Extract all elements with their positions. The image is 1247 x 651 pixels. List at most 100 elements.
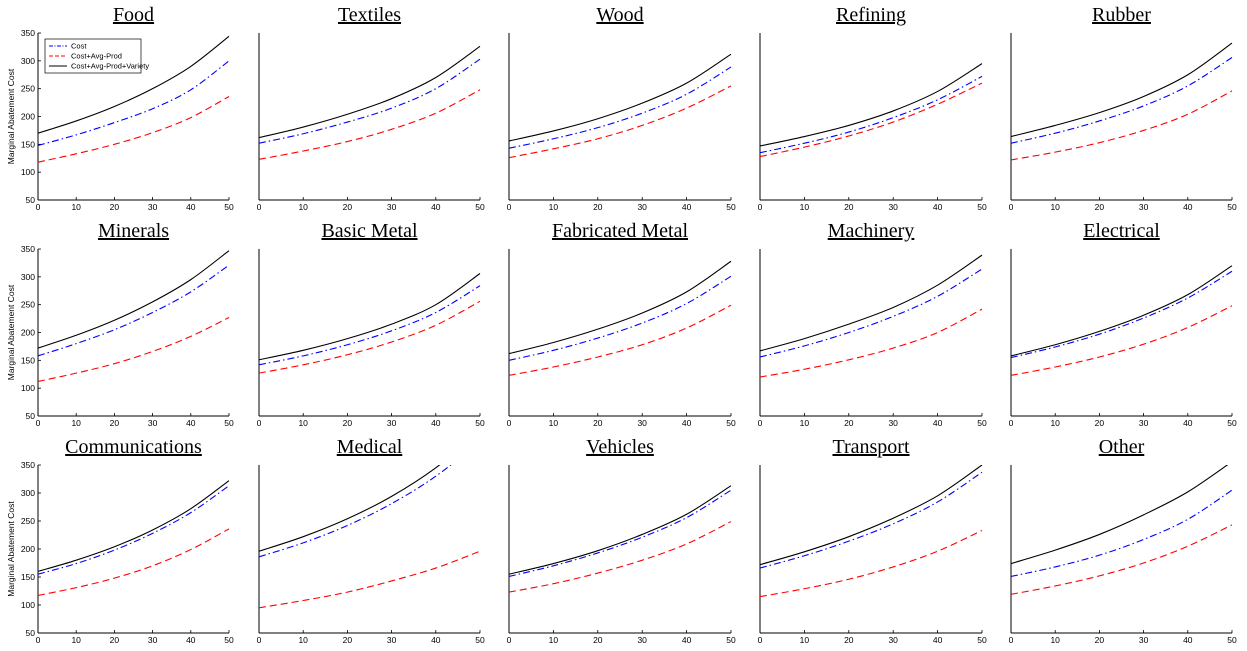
x-tick-label: 50 bbox=[475, 418, 485, 428]
panel-communications: Communications 0 10 20 30 40 50 50 100 150 200 250 3… bbox=[6, 436, 234, 645]
series-line-cost-avg-prod bbox=[38, 316, 230, 383]
panel-food: Food 0 10 20 30 40 50 50 100 150 200 250 300 350 Margi… bbox=[6, 4, 234, 212]
x-tick-label: 50 bbox=[1227, 202, 1237, 212]
x-tick-label: 50 bbox=[977, 202, 987, 212]
panel-title-rubber: Rubber bbox=[1092, 4, 1151, 26]
series-line-cost-avg-prod-variety bbox=[259, 273, 481, 361]
y-tick-label: 100 bbox=[21, 383, 35, 393]
series-line-cost-avg-prod bbox=[1011, 524, 1233, 595]
x-tick-label: 50 bbox=[726, 635, 736, 645]
x-tick-label: 30 bbox=[888, 202, 898, 212]
series-line-cost bbox=[509, 489, 732, 577]
x-tick-label: 40 bbox=[1183, 635, 1193, 645]
series-line-cost-avg-prod bbox=[259, 300, 481, 374]
series-line-cost-avg-prod-variety bbox=[259, 465, 441, 552]
x-tick-label: 30 bbox=[637, 635, 647, 645]
x-tick-label: 40 bbox=[682, 418, 692, 428]
panel-title-fabricated-metal: Fabricated Metal bbox=[552, 220, 688, 242]
x-tick-label: 0 bbox=[507, 418, 512, 428]
series-line-cost bbox=[509, 275, 732, 361]
x-tick-label: 20 bbox=[343, 202, 353, 212]
x-tick-label: 40 bbox=[933, 635, 943, 645]
panel-title-minerals: Minerals bbox=[98, 220, 169, 242]
panel-title-other: Other bbox=[1099, 436, 1145, 458]
x-tick-label: 40 bbox=[933, 202, 943, 212]
y-tick-label: 200 bbox=[21, 544, 35, 554]
y-tick-label: 300 bbox=[21, 56, 35, 66]
series-line-cost bbox=[760, 268, 983, 358]
x-tick-label: 40 bbox=[1183, 418, 1193, 428]
series-line-cost-avg-prod-variety bbox=[509, 485, 732, 575]
series-line-cost-avg-prod bbox=[1011, 305, 1233, 376]
y-axis-label: Marginal Abatement Cost bbox=[6, 284, 16, 380]
x-tick-label: 10 bbox=[298, 418, 308, 428]
x-tick-label: 30 bbox=[148, 635, 158, 645]
x-tick-label: 50 bbox=[1227, 635, 1237, 645]
x-tick-label: 30 bbox=[148, 202, 158, 212]
series-line-cost-avg-prod bbox=[509, 304, 732, 376]
x-tick-label: 0 bbox=[758, 418, 763, 428]
y-tick-label: 300 bbox=[21, 272, 35, 282]
legend-label-cost-avg-prod: Cost+Avg-Prod bbox=[71, 52, 122, 61]
x-tick-label: 0 bbox=[36, 202, 41, 212]
y-tick-label: 50 bbox=[26, 628, 36, 638]
y-tick-label: 200 bbox=[21, 328, 35, 338]
panel-electrical: Electrical 0 10 20 30 40 50 bbox=[1009, 220, 1237, 428]
x-tick-label: 0 bbox=[36, 635, 41, 645]
x-tick-label: 10 bbox=[549, 635, 559, 645]
x-tick-label: 50 bbox=[726, 202, 736, 212]
x-tick-label: 30 bbox=[148, 418, 158, 428]
x-tick-label: 10 bbox=[549, 202, 559, 212]
legend-label-cost: Cost bbox=[71, 42, 87, 51]
x-tick-label: 30 bbox=[637, 202, 647, 212]
series-line-cost-avg-prod bbox=[1011, 90, 1233, 161]
panel-fabricated-metal: Fabricated Metal 0 10 20 30 40 50 bbox=[507, 220, 736, 428]
series-line-cost bbox=[1011, 489, 1233, 577]
x-tick-label: 30 bbox=[888, 635, 898, 645]
series-line-cost-avg-prod bbox=[760, 308, 983, 378]
x-tick-label: 20 bbox=[343, 635, 353, 645]
x-tick-label: 40 bbox=[186, 418, 196, 428]
y-axis-label: Marginal Abatement Cost bbox=[6, 501, 16, 597]
x-tick-label: 0 bbox=[1009, 202, 1014, 212]
x-tick-label: 30 bbox=[387, 202, 397, 212]
series-line-cost bbox=[259, 465, 452, 558]
x-tick-label: 50 bbox=[475, 635, 485, 645]
series-line-cost-avg-prod-variety bbox=[1011, 265, 1233, 357]
x-tick-label: 0 bbox=[36, 418, 41, 428]
y-tick-label: 150 bbox=[21, 355, 35, 365]
y-tick-label: 50 bbox=[26, 411, 36, 421]
panel-medical: Medical 0 10 20 30 40 50 bbox=[257, 436, 485, 645]
x-tick-label: 30 bbox=[637, 418, 647, 428]
x-tick-label: 0 bbox=[1009, 635, 1014, 645]
x-tick-label: 0 bbox=[257, 202, 262, 212]
x-tick-label: 50 bbox=[224, 418, 234, 428]
x-tick-label: 20 bbox=[1095, 202, 1105, 212]
y-tick-label: 100 bbox=[21, 167, 35, 177]
series-line-cost-avg-prod bbox=[760, 530, 983, 598]
y-tick-label: 100 bbox=[21, 600, 35, 610]
x-tick-label: 20 bbox=[844, 418, 854, 428]
x-tick-label: 40 bbox=[186, 202, 196, 212]
x-tick-label: 0 bbox=[507, 635, 512, 645]
x-tick-label: 50 bbox=[1227, 418, 1237, 428]
series-line-cost-avg-prod-variety bbox=[760, 63, 983, 147]
panel-minerals: Minerals 0 10 20 30 40 50 50 100 150 200 250 300 350 M… bbox=[6, 220, 234, 428]
x-tick-label: 30 bbox=[888, 418, 898, 428]
x-tick-label: 10 bbox=[1050, 635, 1060, 645]
y-tick-label: 350 bbox=[21, 28, 35, 38]
x-tick-label: 40 bbox=[431, 418, 441, 428]
x-tick-label: 30 bbox=[1139, 418, 1149, 428]
panel-rubber: Rubber 0 10 20 30 40 50 bbox=[1009, 4, 1237, 212]
series-line-cost bbox=[1011, 57, 1233, 144]
x-tick-label: 30 bbox=[1139, 635, 1149, 645]
x-tick-label: 50 bbox=[726, 418, 736, 428]
series-line-cost-avg-prod-variety bbox=[760, 254, 983, 352]
panel-title-basic-metal: Basic Metal bbox=[321, 220, 418, 242]
x-tick-label: 40 bbox=[933, 418, 943, 428]
x-tick-label: 20 bbox=[110, 418, 120, 428]
series-line-cost-avg-prod bbox=[509, 85, 732, 159]
x-tick-label: 10 bbox=[71, 635, 81, 645]
